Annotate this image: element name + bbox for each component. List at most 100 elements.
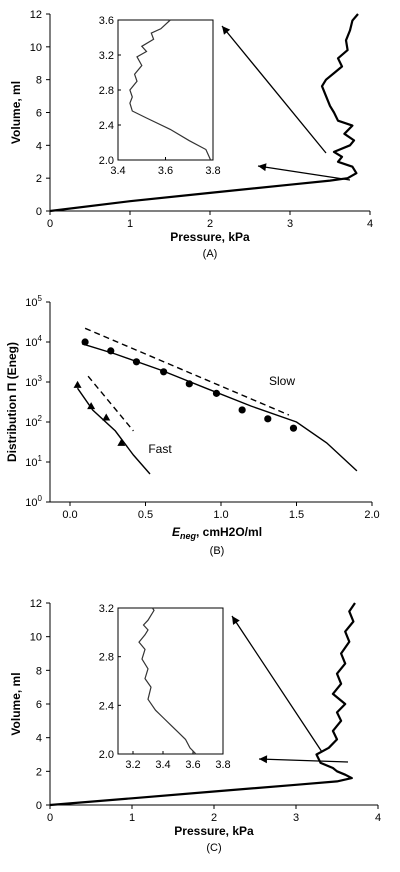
slow-data-point [160,368,168,376]
inset-curve [129,19,212,161]
inset-frame [117,19,214,161]
fast-data-point [87,402,96,410]
x-tick-label: 3 [287,218,293,230]
pv-curve [49,602,356,807]
x-axis-label-units: , cmH2O/ml [196,525,262,539]
inset-y-tick-label: 2.8 [99,652,114,664]
y-tick-exponent: 0 [38,494,43,503]
inset-y-tick-label: 3.2 [99,603,114,615]
x-axis-label-symbol: E [172,525,181,539]
inset-y-tick-label: 2.4 [99,120,114,132]
y-tick-exponent: 2 [38,414,43,423]
y-tick-label: 10 [30,42,42,54]
y-tick-label: 4 [36,140,42,152]
inset-y-tick-label: 3.6 [99,15,114,27]
y-axis-label: Distribution Π (Eneg) [5,342,19,462]
x-axis-label-subscript: neg [180,531,197,541]
annotation-arrow [258,758,349,763]
x-tick-label: 1.5 [289,509,304,521]
inset-y-tick-label: 2.8 [99,85,114,97]
fast-label: Fast [148,442,172,456]
slow-data-point [264,415,272,423]
inset-frame [117,607,224,755]
y-tick-exponent: 3 [38,374,43,383]
y-tick-label: 2 [36,766,42,778]
x-axis-label: Pressure, kPa [174,824,254,838]
arrow-head [259,755,268,764]
y-tick-exponent: 5 [38,294,43,303]
panel-caption: (A) [203,248,218,260]
y-tick-label: 6 [36,699,42,711]
fit-line [76,387,151,475]
inset-x-tick-label: 3.4 [155,759,170,771]
y-tick-label: 0 [36,800,42,812]
x-tick-label: 3 [293,812,299,824]
arrow-head [258,163,267,172]
panel-caption: (C) [206,842,221,854]
y-tick-label: 104 [25,334,42,349]
inset-x-tick-label: 3.8 [205,165,220,177]
y-tick-label: 2 [36,173,42,185]
y-tick-label: 8 [36,75,42,87]
inset-x-tick-label: 3.4 [110,165,125,177]
arrow-head [232,616,240,625]
slow-data-point [238,406,246,414]
y-tick-exponent: 4 [38,334,43,343]
y-tick-label: 12 [30,9,42,21]
x-tick-label: 1.0 [213,509,228,521]
y-tick-label: 102 [25,414,42,429]
y-tick-label: 0 [36,206,42,218]
x-tick-label: 4 [367,218,373,230]
dashed-slope-line [84,327,290,416]
annotation-arrow [221,25,327,154]
x-tick-label: 0 [47,218,53,230]
slow-data-point [289,424,298,432]
y-tick-label: 103 [25,374,42,389]
inset-y-tick-label: 2.0 [99,155,114,167]
x-tick-label: 2 [211,812,217,824]
panel-caption: (B) [210,545,225,557]
slow-data-point [81,338,89,346]
arrow-head [222,26,231,35]
x-tick-label: 2 [207,218,213,230]
inset-x-tick-label: 3.8 [215,759,230,771]
slow-data-point [212,389,221,397]
fast-data-point [117,438,126,446]
inset-y-tick-label: 2.4 [99,700,114,712]
inset-y-tick-label: 2.0 [99,749,114,761]
slow-data-point [132,358,141,366]
slow-label: Slow [269,374,295,388]
y-tick-label: 12 [30,598,42,610]
x-tick-label: 0.5 [138,509,153,521]
y-tick-label: 10 [30,632,42,644]
fit-line [81,343,358,472]
y-tick-label: 101 [25,454,42,469]
x-axis-label: Eneg, cmH2O/ml [172,525,262,541]
y-tick-label: 8 [36,665,42,677]
x-axis-label: Pressure, kPa [170,230,250,244]
x-tick-label: 1 [127,218,133,230]
inset-x-tick-label: 3.6 [158,165,173,177]
fast-data-point [102,413,111,421]
fast-data-point [73,380,82,388]
inset-x-tick-label: 3.2 [125,759,140,771]
inset-y-tick-label: 3.2 [99,50,114,62]
x-tick-label: 4 [375,812,381,824]
y-tick-label: 100 [25,494,42,509]
y-axis-label: Volume, ml [9,81,23,144]
x-tick-label: 0.0 [62,509,77,521]
dashed-slope-line [87,375,134,432]
annotation-arrow [231,615,323,753]
x-tick-label: 2.0 [364,509,379,521]
slow-data-point [185,380,193,388]
y-tick-label: 105 [25,294,42,309]
slow-data-point [107,347,115,355]
inset-curve [138,607,197,755]
x-tick-label: 0 [47,812,53,824]
y-tick-exponent: 1 [38,454,43,463]
y-tick-label: 6 [36,108,42,120]
y-axis-label: Volume, ml [9,672,23,735]
annotation-arrow [257,165,351,181]
y-tick-label: 4 [36,733,42,745]
